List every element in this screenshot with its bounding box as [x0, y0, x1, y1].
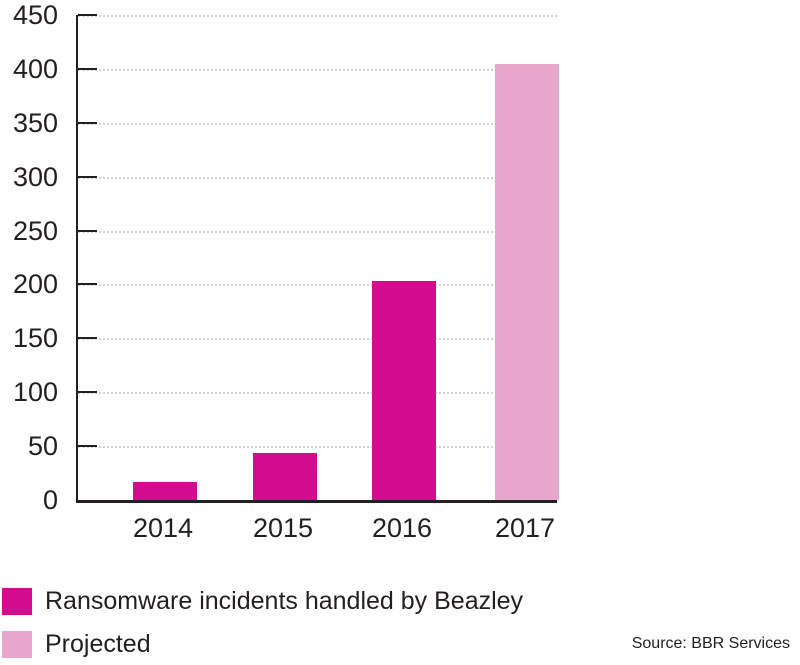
gridline-150	[78, 338, 557, 341]
x-axis-label-2016: 2016	[371, 513, 433, 543]
legend-label-projected: Projected	[45, 630, 151, 658]
y-axis: 450 400 350 300 250 200 150 100 50 0	[0, 0, 58, 560]
gridline-350	[78, 122, 557, 125]
x-axis-label-2015: 2015	[252, 513, 314, 543]
y-tick-300	[78, 175, 97, 178]
y-axis-label-250: 250	[12, 215, 58, 246]
y-axis-label-450: 450	[12, 0, 58, 30]
y-tick-100	[78, 391, 97, 394]
y-tick-150	[78, 337, 97, 340]
legend-item-actual: Ransomware incidents handled by Beazley	[2, 588, 523, 615]
legend-swatch-projected	[2, 631, 32, 658]
gridline-250	[78, 230, 557, 233]
y-axis-label-100: 100	[12, 377, 58, 408]
y-axis-label-200: 200	[12, 269, 58, 300]
y-tick-400	[78, 67, 97, 70]
gridline-300	[78, 176, 557, 179]
gridline-200	[78, 284, 557, 287]
gridline-50	[78, 446, 557, 449]
x-axis-label-2017: 2017	[494, 513, 556, 543]
gridline-400	[78, 68, 557, 71]
bar-2015	[253, 452, 317, 500]
y-axis-label-300: 300	[12, 161, 58, 192]
gridline-100	[78, 392, 557, 395]
legend-item-projected: Projected	[2, 631, 151, 658]
legend-label-actual: Ransomware incidents handled by Beazley	[45, 587, 524, 615]
legend-swatch-actual	[2, 588, 32, 615]
x-axis-label-2014: 2014	[132, 513, 194, 543]
y-axis-label-400: 400	[12, 53, 58, 84]
plot-area	[76, 14, 559, 503]
bar-2014	[133, 481, 197, 500]
y-axis-label-0: 0	[42, 485, 58, 515]
gridline-450	[78, 15, 557, 17]
y-tick-200	[78, 283, 97, 286]
source-attribution: Source: BBR Services	[631, 635, 790, 652]
y-axis-label-150: 150	[12, 323, 58, 354]
y-tick-250	[78, 229, 97, 232]
bar-2017	[495, 63, 559, 500]
y-tick-450	[78, 14, 97, 16]
bar-2016	[372, 281, 436, 500]
y-axis-label-350: 350	[12, 107, 58, 138]
y-tick-350	[78, 121, 97, 124]
y-tick-50	[78, 445, 97, 448]
y-axis-label-50: 50	[27, 431, 58, 462]
